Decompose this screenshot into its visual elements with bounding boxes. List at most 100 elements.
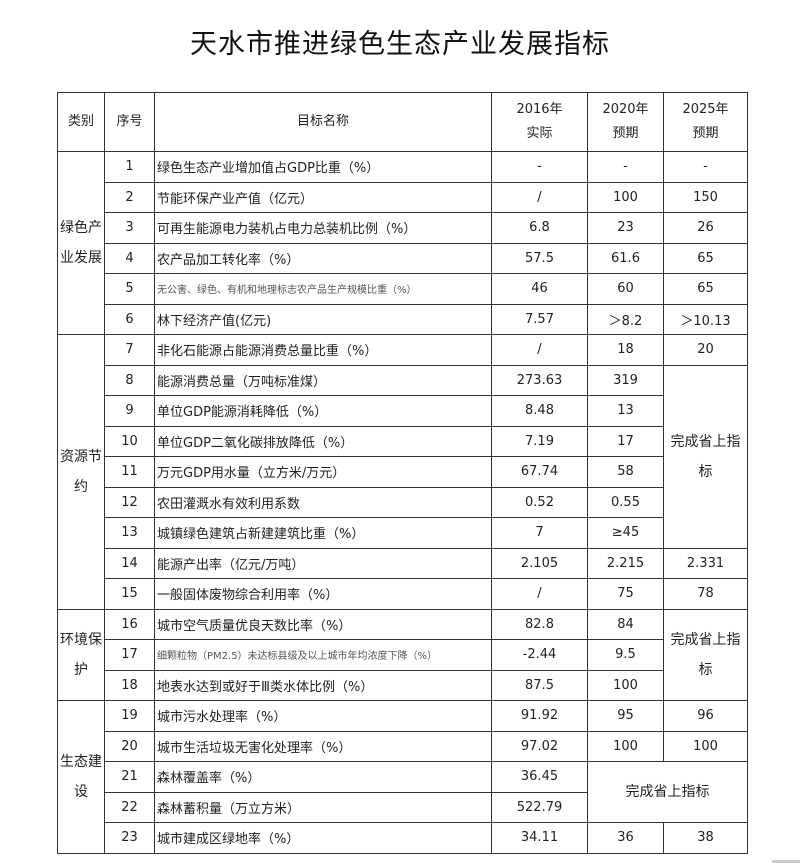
indicator-name: 能源产出率（亿元/万吨） xyxy=(154,547,492,579)
index-cell: 14 xyxy=(104,547,155,579)
table-row: 环境保护 16 城市空气质量优良天数比率（%） 82.8 84 完成省上指标 xyxy=(57,608,748,701)
value-2016: 87.5 xyxy=(491,669,588,701)
index-cell: 22 xyxy=(104,791,155,823)
header-2025: 2025年 预期 xyxy=(663,92,748,152)
indicator-name: 能源消费总量（万吨标准煤） xyxy=(154,364,492,396)
index-cell: 8 xyxy=(104,364,155,396)
value-2016: 82.8 xyxy=(491,608,588,640)
value-2016: 7.19 xyxy=(491,425,588,457)
value-2020: 0.55 xyxy=(587,486,664,518)
value-2016: 97.02 xyxy=(491,730,588,762)
table-row: 13 城镇绿色建筑占新建建筑比重（%） 7 ≥45 xyxy=(58,517,748,549)
indicator-name: 非化石能源占能源消费总量比重（%） xyxy=(154,334,492,366)
table-row: 3 可再生能源电力装机占电力总装机比例（%） 6.8 23 26 xyxy=(58,212,748,244)
indicator-name: 林下经济产值(亿元) xyxy=(154,303,492,335)
value-2016: 7 xyxy=(491,517,588,549)
index-cell: 19 xyxy=(104,700,155,732)
value-2020: 36 xyxy=(587,822,664,854)
index-cell: 23 xyxy=(104,822,155,854)
header-2025-year: 2025年 xyxy=(682,102,729,117)
value-2025: 150 xyxy=(663,181,748,213)
value-2020: 2.215 xyxy=(587,547,664,579)
value-2020: 9.5 xyxy=(587,639,664,671)
index-cell: 20 xyxy=(104,730,155,762)
table-row: 15 一般固体废物综合利用率（%）/75 78 xyxy=(58,578,748,610)
indicator-name: 森林覆盖率（%） xyxy=(154,761,492,793)
table-row: 6 林下经济产值(亿元) 7.57 ＞8.2 ＞10.13 xyxy=(58,303,748,335)
header-2020-year: 2020年 xyxy=(602,102,649,117)
value-2016: 57.5 xyxy=(491,242,588,274)
value-2016: / xyxy=(491,181,588,213)
indicator-name: 城市生活垃圾无害化处理率（%） xyxy=(154,730,492,762)
index-cell: 3 xyxy=(104,212,155,244)
value-2020: 319 xyxy=(587,364,664,396)
merged-target-cell: 完成省上指标 xyxy=(587,761,748,823)
value-2016: 2.105 xyxy=(491,547,588,579)
value-2020: - xyxy=(587,151,664,183)
value-2016: 8.48 xyxy=(491,395,588,427)
indicator-name: 万元GDP用水量（立方米/万元） xyxy=(154,456,492,488)
header-name: 目标名称 xyxy=(154,92,492,152)
value-2025: 78 xyxy=(663,578,748,610)
value-2020: 23 xyxy=(587,212,664,244)
value-2025: 65 xyxy=(663,273,748,305)
table-row: 9 单位GDP能源消耗降低（%） 8.48 13 xyxy=(58,395,748,427)
value-2016: 91.92 xyxy=(491,700,588,732)
header-category: 类别 xyxy=(57,92,105,152)
value-2016: 36.45 xyxy=(491,761,588,793)
indicator-name: 可再生能源电力装机占电力总装机比例（%） xyxy=(154,212,492,244)
indicator-name: 农产品加工转化率（%） xyxy=(154,242,492,274)
value-2016: / xyxy=(491,334,588,366)
table-row: 23 城市建成区绿地率（%） 34.11 36 38 xyxy=(58,822,748,854)
index-cell: 16 xyxy=(104,608,155,640)
header-2016-year: 2016年 xyxy=(516,102,563,117)
index-cell: 2 xyxy=(104,181,155,213)
value-2020: 100 xyxy=(587,669,664,701)
value-2025: ＞10.13 xyxy=(663,303,748,335)
value-2020: 61.6 xyxy=(587,242,664,274)
table-row: 17 细颗粒物（PM2.5）未达标县级及以上城市年均浓度下降（%） -2.44 9.5 xyxy=(58,639,748,671)
indicator-name: 单位GDP能源消耗降低（%） xyxy=(154,395,492,427)
header-row: 类别 序号 目标名称 2016年实际 2020年 预期 2025年 预期 xyxy=(57,92,748,152)
value-2020: 100 xyxy=(587,181,664,213)
index-cell: 7 xyxy=(104,334,155,366)
index-cell: 9 xyxy=(104,395,155,427)
table-row: 绿色产业发展 1 绿色生态产业增加值占GDP比重（%） - - - xyxy=(57,151,748,335)
header-2020: 2020年 预期 xyxy=(587,92,664,152)
category-cell: 资源节约 xyxy=(57,334,105,610)
value-2016: 46 xyxy=(491,273,588,305)
scroll-indicator xyxy=(772,860,800,863)
category-cell: 环境保护 xyxy=(57,608,105,701)
value-2020: ≥45 xyxy=(587,517,664,549)
indicator-name: 城镇绿色建筑占新建建筑比重（%） xyxy=(154,517,492,549)
table-row: 18 地表水达到或好于Ⅲ类水体比例（%） 87.5 100 xyxy=(58,669,748,701)
page-title: 天水市推进绿色生态产业发展指标 xyxy=(190,29,610,60)
value-2020: 13 xyxy=(587,395,664,427)
table-row: 8 能源消费总量（万吨标准煤） 273.63 319 完成省上指标 xyxy=(58,364,748,549)
index-cell: 18 xyxy=(104,669,155,701)
category-cell: 生态建设 xyxy=(57,700,105,854)
indicator-name: 森林蓄积量（万立方米） xyxy=(154,791,492,823)
table-row: 22 森林蓄积量（万立方米） 522.79 xyxy=(58,791,748,823)
header-2016-type: 实际 xyxy=(526,126,553,141)
indicator-name: 细颗粒物（PM2.5）未达标县级及以上城市年均浓度下降（%） xyxy=(154,639,492,671)
header-index: 序号 xyxy=(104,92,155,152)
index-cell: 1 xyxy=(104,151,155,183)
value-2016: 34.11 xyxy=(491,822,588,854)
indicator-name: 无公害、绿色、有机和地理标志农产品生产规模比重（%） xyxy=(154,273,492,305)
index-cell: 10 xyxy=(104,425,155,457)
indicator-name: 城市污水处理率（%） xyxy=(154,700,492,732)
value-2016: 273.63 xyxy=(491,364,588,396)
table-row: 12 农田灌溉水有效利用系数 0.52 0.55 xyxy=(58,486,748,518)
indicator-name: 节能环保产业产值（亿元） xyxy=(154,181,492,213)
table-row: 11 万元GDP用水量（立方米/万元） 67.74 58 xyxy=(58,456,748,488)
value-2016: 522.79 xyxy=(491,791,588,823)
value-2020: ＞8.2 xyxy=(587,303,664,335)
index-cell: 4 xyxy=(104,242,155,274)
table-row: 4 农产品加工转化率（%） 57.5 61.6 65 xyxy=(58,242,748,274)
table-row: 2 节能环保产业产值（亿元）/100 150 xyxy=(58,181,748,213)
index-cell: 15 xyxy=(104,578,155,610)
index-cell: 13 xyxy=(104,517,155,549)
indicator-name: 农田灌溉水有效利用系数 xyxy=(154,486,492,518)
header-2016: 2016年实际 xyxy=(491,92,588,152)
